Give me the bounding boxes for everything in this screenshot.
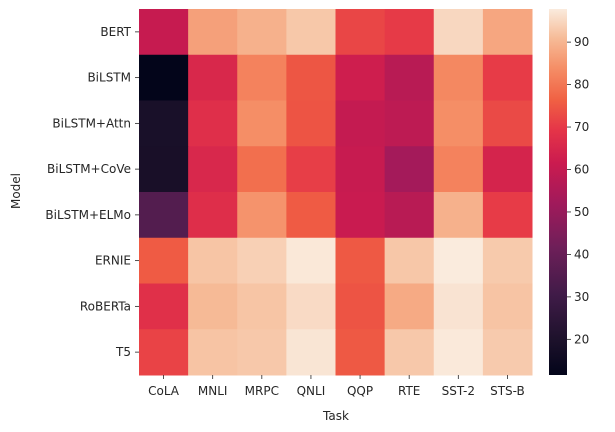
- heatmap-cell-bilstm-attn-qqp: [335, 100, 386, 147]
- heatmap-cell-bert-cola: [139, 9, 189, 56]
- heatmap-cell-bilstm-attn-sts-b: [482, 100, 533, 147]
- y-tick-label: BiLSTM: [87, 71, 131, 85]
- y-tick-label: BiLSTM+CoVe: [47, 162, 131, 176]
- heatmap-cell-ernie-qnli: [286, 237, 337, 284]
- x-tick-label: MRPC: [245, 384, 279, 398]
- x-axis-label: Task: [322, 409, 349, 423]
- heatmap-cell-ernie-sst-2: [433, 237, 484, 284]
- heatmap-cell-bilstm-elmo-qnli: [286, 192, 337, 239]
- colorbar: [549, 9, 567, 375]
- y-tick-label: BiLSTM+Attn: [52, 116, 131, 130]
- heatmap-cell-bert-mrpc: [237, 9, 287, 56]
- colorbar-ticks: 20 30 40 50 60 70 80 90: [567, 35, 589, 346]
- heatmap-cell-bilstm-elmo-cola: [139, 192, 189, 239]
- heatmap-cell-roberta-cola: [139, 283, 189, 330]
- heatmap-cell-bert-qqp: [335, 9, 386, 56]
- heatmap-cell-bilstm-mrpc: [237, 54, 287, 101]
- colorbar-tick-label: 50: [574, 205, 589, 219]
- heatmap-cell-roberta-qqp: [335, 283, 386, 330]
- heatmap-cells: [139, 9, 533, 376]
- heatmap-cell-bert-rte: [384, 9, 435, 56]
- heatmap-cell-t5-qnli: [286, 329, 337, 376]
- x-tick-label: SST-2: [442, 384, 475, 398]
- heatmap-cell-ernie-sts-b: [482, 237, 533, 284]
- x-tick-label: QQP: [347, 384, 373, 398]
- heatmap-cell-bilstm-cove-cola: [139, 146, 189, 193]
- heatmap-cell-bilstm-cove-qnli: [286, 146, 337, 193]
- heatmap-cell-bilstm-attn-mrpc: [237, 100, 287, 147]
- x-tick-label: RTE: [398, 384, 420, 398]
- heatmap-cell-bert-mnli: [188, 9, 238, 56]
- heatmap-cell-bilstm-sst-2: [433, 54, 484, 101]
- heatmap-cell-t5-mrpc: [237, 329, 287, 376]
- heatmap-cell-roberta-rte: [384, 283, 435, 330]
- heatmap-cell-bilstm-attn-qnli: [286, 100, 337, 147]
- heatmap-cell-t5-sst-2: [433, 329, 484, 376]
- heatmap-cell-bilstm-attn-cola: [139, 100, 189, 147]
- x-axis-ticks: CoLA MNLI MRPC QNLI QQP RTE SST-2 STS-B: [148, 375, 525, 398]
- heatmap-cell-t5-mnli: [188, 329, 238, 376]
- heatmap-cell-ernie-mnli: [188, 237, 238, 284]
- heatmap-cell-roberta-mnli: [188, 283, 238, 330]
- heatmap-cell-bilstm-attn-mnli: [188, 100, 238, 147]
- heatmap-cell-bilstm-mnli: [188, 54, 238, 101]
- heatmap-cell-roberta-mrpc: [237, 283, 287, 330]
- heatmap-cell-ernie-mrpc: [237, 237, 287, 284]
- heatmap-cell-bert-sst-2: [433, 9, 484, 56]
- heatmap-cell-bilstm-elmo-qqp: [335, 192, 386, 239]
- colorbar-tick-label: 60: [574, 162, 589, 176]
- heatmap-cell-ernie-cola: [139, 237, 189, 284]
- heatmap-cell-bilstm-cove-sst-2: [433, 146, 484, 193]
- heatmap-cell-bilstm-cove-mnli: [188, 146, 238, 193]
- colorbar-tick-label: 80: [574, 78, 589, 92]
- y-tick-label: BiLSTM+ELMo: [45, 208, 131, 222]
- heatmap-cell-bilstm-elmo-mnli: [188, 192, 238, 239]
- colorbar-tick-label: 30: [574, 290, 589, 304]
- heatmap-cell-t5-cola: [139, 329, 189, 376]
- heatmap-cell-bilstm-cove-mrpc: [237, 146, 287, 193]
- heatmap-cell-bilstm-qnli: [286, 54, 337, 101]
- x-tick-label: MNLI: [198, 384, 228, 398]
- heatmap-cell-bilstm-cola: [139, 54, 189, 101]
- y-tick-label: BERT: [100, 25, 131, 39]
- x-tick-label: CoLA: [148, 384, 180, 398]
- heatmap-cell-t5-qqp: [335, 329, 386, 376]
- colorbar-tick-label: 90: [574, 35, 589, 49]
- colorbar-tick-label: 40: [574, 247, 589, 261]
- heatmap-cell-bilstm-cove-sts-b: [482, 146, 533, 193]
- heatmap-cell-bilstm-cove-qqp: [335, 146, 386, 193]
- heatmap-cell-t5-sts-b: [482, 329, 533, 376]
- heatmap-cell-t5-rte: [384, 329, 435, 376]
- heatmap-cell-bilstm-elmo-sst-2: [433, 192, 484, 239]
- heatmap-cell-roberta-sst-2: [433, 283, 484, 330]
- heatmap-cell-roberta-sts-b: [482, 283, 533, 330]
- heatmap-cell-bert-sts-b: [482, 9, 533, 56]
- heatmap-cell-bilstm-attn-rte: [384, 100, 435, 147]
- heatmap-cell-ernie-rte: [384, 237, 435, 284]
- colorbar-tick-label: 20: [574, 332, 589, 346]
- x-tick-label: QNLI: [297, 384, 326, 398]
- heatmap-cell-bilstm-elmo-sts-b: [482, 192, 533, 239]
- heatmap-cell-bilstm-attn-sst-2: [433, 100, 484, 147]
- heatmap-cell-bilstm-qqp: [335, 54, 386, 101]
- x-tick-label: STS-B: [490, 384, 525, 398]
- heatmap-cell-bilstm-sts-b: [482, 54, 533, 101]
- y-axis-label: Model: [9, 173, 23, 209]
- heatmap-cell-ernie-qqp: [335, 237, 386, 284]
- heatmap-cell-bilstm-elmo-mrpc: [237, 192, 287, 239]
- y-tick-label: ERNIE: [95, 254, 131, 268]
- heatmap-cell-bert-qnli: [286, 9, 337, 56]
- heatmap-cell-bilstm-elmo-rte: [384, 192, 435, 239]
- heatmap-cell-roberta-qnli: [286, 283, 337, 330]
- colorbar-tick-label: 70: [574, 120, 589, 134]
- heatmap-cell-bilstm-rte: [384, 54, 435, 101]
- y-tick-label: T5: [115, 345, 131, 359]
- y-axis-ticks: BERT BiLSTM BiLSTM+Attn BiLSTM+CoVe BiLSTM+E…: [45, 25, 139, 359]
- y-tick-label: RoBERTa: [80, 299, 131, 313]
- heatmap-cell-bilstm-cove-rte: [384, 146, 435, 193]
